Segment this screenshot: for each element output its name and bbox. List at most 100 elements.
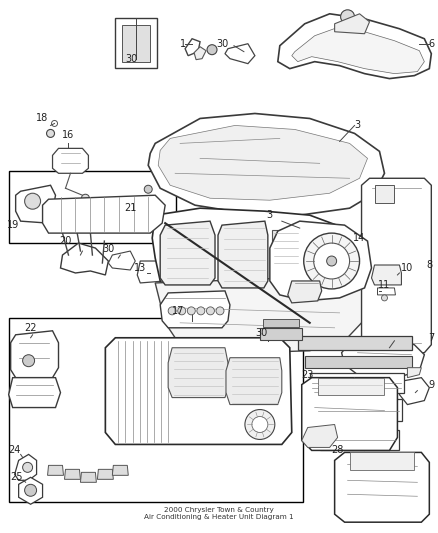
Bar	[263, 319, 299, 327]
Circle shape	[178, 307, 186, 315]
Bar	[122, 25, 150, 62]
Text: 13: 13	[134, 263, 146, 273]
Circle shape	[46, 130, 54, 138]
Polygon shape	[16, 185, 56, 223]
Circle shape	[144, 185, 152, 193]
Polygon shape	[108, 251, 135, 270]
Polygon shape	[371, 265, 401, 285]
Bar	[310, 373, 404, 393]
Text: 20: 20	[59, 236, 72, 246]
Text: 9: 9	[428, 379, 434, 390]
Text: 10: 10	[401, 263, 413, 273]
Polygon shape	[318, 378, 385, 394]
Polygon shape	[155, 275, 370, 353]
Text: 30: 30	[256, 328, 268, 338]
Circle shape	[252, 416, 268, 432]
Text: 25: 25	[11, 472, 23, 482]
Polygon shape	[14, 455, 37, 480]
Text: 6: 6	[428, 39, 434, 49]
Polygon shape	[270, 221, 371, 301]
Circle shape	[327, 256, 337, 266]
Text: 11: 11	[378, 280, 391, 290]
Polygon shape	[160, 221, 215, 285]
Text: 8: 8	[426, 260, 432, 270]
Polygon shape	[278, 14, 431, 78]
Text: 30: 30	[216, 39, 228, 49]
Text: 16: 16	[62, 131, 74, 140]
Circle shape	[207, 45, 217, 55]
Text: 23: 23	[301, 370, 314, 379]
Polygon shape	[185, 39, 200, 55]
Circle shape	[25, 193, 41, 209]
Circle shape	[23, 355, 35, 367]
Circle shape	[52, 120, 57, 126]
Polygon shape	[60, 243, 108, 275]
Circle shape	[314, 243, 350, 279]
Text: 3: 3	[267, 210, 273, 220]
Text: 7: 7	[428, 333, 434, 343]
Circle shape	[197, 307, 205, 315]
Polygon shape	[19, 478, 42, 504]
Text: 19: 19	[7, 220, 19, 230]
Polygon shape	[9, 378, 60, 408]
Polygon shape	[48, 465, 64, 475]
Text: 14: 14	[353, 233, 366, 243]
Polygon shape	[399, 378, 429, 405]
Circle shape	[216, 307, 224, 315]
Circle shape	[168, 307, 176, 315]
Bar	[272, 230, 300, 265]
Text: 22: 22	[25, 323, 37, 333]
Polygon shape	[160, 291, 230, 328]
Polygon shape	[302, 378, 397, 450]
Bar	[305, 356, 413, 368]
Text: 17: 17	[172, 306, 184, 316]
Text: 21: 21	[124, 203, 137, 213]
Bar	[320, 431, 399, 450]
Circle shape	[381, 295, 388, 301]
Polygon shape	[64, 470, 81, 479]
Polygon shape	[148, 114, 385, 215]
Circle shape	[25, 484, 37, 496]
Circle shape	[81, 194, 89, 202]
Polygon shape	[81, 472, 96, 482]
Text: 30: 30	[125, 54, 138, 63]
Polygon shape	[11, 331, 59, 378]
Bar	[374, 185, 395, 203]
Polygon shape	[106, 338, 292, 445]
Bar	[9, 318, 303, 502]
Circle shape	[187, 307, 195, 315]
Circle shape	[23, 462, 32, 472]
Polygon shape	[342, 338, 424, 378]
Text: 28: 28	[332, 446, 344, 455]
Polygon shape	[292, 27, 424, 74]
Polygon shape	[225, 44, 255, 63]
Polygon shape	[361, 178, 431, 353]
Polygon shape	[194, 47, 206, 60]
Polygon shape	[42, 195, 165, 233]
Polygon shape	[152, 208, 370, 318]
Circle shape	[341, 10, 355, 24]
Polygon shape	[168, 348, 228, 398]
Polygon shape	[218, 221, 268, 288]
Bar	[314, 399, 403, 421]
Polygon shape	[378, 288, 396, 295]
Text: 24: 24	[8, 446, 21, 455]
Text: 18: 18	[36, 114, 49, 124]
Polygon shape	[112, 465, 128, 475]
Text: 30: 30	[102, 244, 114, 254]
Polygon shape	[137, 261, 165, 283]
Bar	[115, 18, 157, 68]
Bar	[9, 171, 176, 243]
Polygon shape	[407, 368, 421, 378]
Circle shape	[245, 409, 275, 439]
Polygon shape	[350, 453, 414, 470]
Bar	[298, 336, 413, 350]
Bar	[260, 328, 302, 340]
Circle shape	[304, 233, 360, 289]
Polygon shape	[53, 148, 88, 173]
Polygon shape	[302, 424, 338, 447]
Text: 3: 3	[354, 120, 360, 131]
Polygon shape	[335, 14, 370, 34]
Polygon shape	[335, 453, 429, 522]
Polygon shape	[288, 281, 321, 303]
